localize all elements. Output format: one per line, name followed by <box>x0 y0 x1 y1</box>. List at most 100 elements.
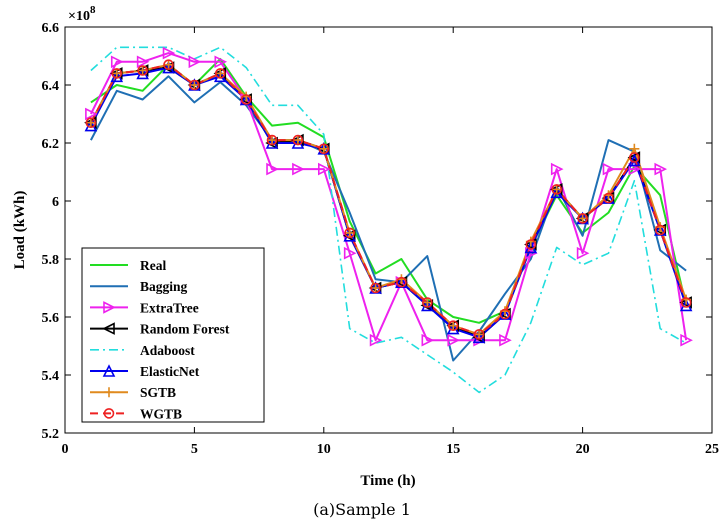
marker-elasticnet <box>213 69 227 83</box>
marker-wgtb <box>422 297 433 308</box>
marker-extratree <box>266 162 279 176</box>
legend-label-wgtb: WGTB <box>140 406 182 421</box>
x-tick-label: 5 <box>191 442 198 457</box>
legend-label-real: Real <box>140 258 166 273</box>
marker-wgtb <box>137 65 148 76</box>
marker-wgtb <box>111 68 123 79</box>
marker-elasticnet <box>84 118 98 132</box>
marker-elasticnet <box>628 153 641 167</box>
marker-sgtb <box>163 59 174 70</box>
marker-wgtb <box>344 227 355 239</box>
x-tick-label: 20 <box>576 442 590 457</box>
marker-wgtb <box>292 134 304 146</box>
marker-elasticnet <box>265 136 279 149</box>
legend-marker-sgtb <box>104 387 114 398</box>
marker-extratree <box>136 55 150 69</box>
marker-sgtb <box>551 184 562 195</box>
marker-elasticnet <box>136 66 149 80</box>
marker-extratree <box>317 162 331 176</box>
figure-caption: (a)Sample 1 <box>313 500 411 519</box>
x-tick-label: 0 <box>62 442 69 457</box>
axis-ticks: 0 5 10 15 20 25 5.2 5.4 5.6 5.8 6 6.2 6.4 6.6 <box>42 21 720 457</box>
marker-extratree <box>576 246 590 260</box>
marker-wgtb <box>370 282 381 294</box>
marker-elasticnet <box>421 298 434 312</box>
legend: Real Bagging ExtraTree Random Forest Adaboos… <box>81 247 265 423</box>
line-chart: 0 5 10 15 20 25 5.2 5.4 5.6 5.8 6 6.2 6.4 6.6 ×10 8 T… <box>12 4 720 489</box>
marker-extratree <box>525 246 538 260</box>
marker-wgtb <box>525 239 537 250</box>
marker-elasticnet <box>343 229 356 242</box>
marker-wgtb <box>163 59 174 70</box>
x-tick-label: 25 <box>705 442 719 457</box>
marker-sgtb <box>448 320 459 331</box>
marker-wgtb <box>266 134 278 146</box>
marker-sgtb <box>215 68 226 79</box>
marker-wgtb <box>447 320 459 332</box>
y-axis-label: Load (kWh) <box>12 191 28 270</box>
marker-wgtb <box>240 94 252 105</box>
marker-sgtb <box>137 65 148 76</box>
series-markers <box>84 46 693 347</box>
marker-sgtb <box>85 117 96 128</box>
series-line-adaboost <box>90 46 687 394</box>
y-tick-label: 5.6 <box>42 311 60 326</box>
marker-extratree <box>602 162 616 176</box>
marker-elasticnet <box>291 136 305 149</box>
marker-extratree <box>550 162 564 176</box>
marker-sgtb <box>370 283 381 293</box>
marker-sgtb <box>629 143 640 154</box>
legend-marker-wgtb <box>103 408 115 419</box>
marker-extratree <box>110 55 124 69</box>
marker-elasticnet <box>446 321 460 335</box>
y-tick-label: 6.2 <box>42 137 60 152</box>
marker-extratree <box>499 333 512 347</box>
marker-wgtb <box>318 143 330 155</box>
y-tick-label: 5.2 <box>42 427 60 442</box>
marker-sgtb <box>189 80 200 90</box>
marker-elasticnet <box>110 69 124 83</box>
marker-extratree <box>421 333 435 347</box>
marker-extratree <box>292 162 305 176</box>
marker-wgtb <box>577 213 588 224</box>
marker-sgtb <box>344 227 355 238</box>
marker-wgtb <box>654 224 666 236</box>
legend-marker-elasticnet <box>102 364 116 377</box>
marker-extratree <box>628 162 642 176</box>
marker-wgtb <box>603 192 614 204</box>
marker-extratree <box>85 107 98 121</box>
legend-label-bagging: Bagging <box>140 279 188 294</box>
marker-wgtb <box>214 68 226 79</box>
legend-marker-random-forest <box>102 322 115 335</box>
y-tick-label: 6.6 <box>42 21 60 36</box>
y-multiplier-exponent: 8 <box>90 4 96 16</box>
x-tick-label: 10 <box>317 442 331 457</box>
x-axis-label: Time (h) <box>360 473 415 489</box>
marker-sgtb <box>292 135 303 146</box>
y-multiplier-label: ×10 <box>68 9 90 24</box>
legend-marker-extratree <box>103 301 116 314</box>
marker-elasticnet <box>679 298 693 312</box>
y-tick-label: 5.4 <box>42 369 60 384</box>
legend-label-random-forest: Random Forest <box>140 322 230 337</box>
marker-extratree <box>343 246 357 260</box>
marker-sgtb <box>577 213 588 224</box>
marker-wgtb <box>473 329 485 340</box>
marker-extratree <box>214 55 228 69</box>
marker-elasticnet <box>550 185 564 199</box>
legend-label-sgtb: SGTB <box>140 385 176 400</box>
marker-extratree <box>369 333 383 347</box>
marker-wgtb <box>189 79 200 91</box>
marker-elasticnet <box>162 60 175 74</box>
marker-extratree <box>188 55 202 69</box>
marker-wgtb <box>499 308 511 320</box>
legend-label-elasticnet: ElasticNet <box>140 364 200 379</box>
marker-extratree <box>680 333 693 347</box>
legend-label-adaboost: Adaboost <box>140 343 195 358</box>
marker-sgtb <box>267 135 278 146</box>
marker-extratree <box>447 333 460 347</box>
marker-sgtb <box>111 68 122 79</box>
y-tick-label: 6.4 <box>42 79 60 94</box>
y-tick-label: 6 <box>52 195 59 210</box>
series-line-wgtb <box>90 63 688 336</box>
